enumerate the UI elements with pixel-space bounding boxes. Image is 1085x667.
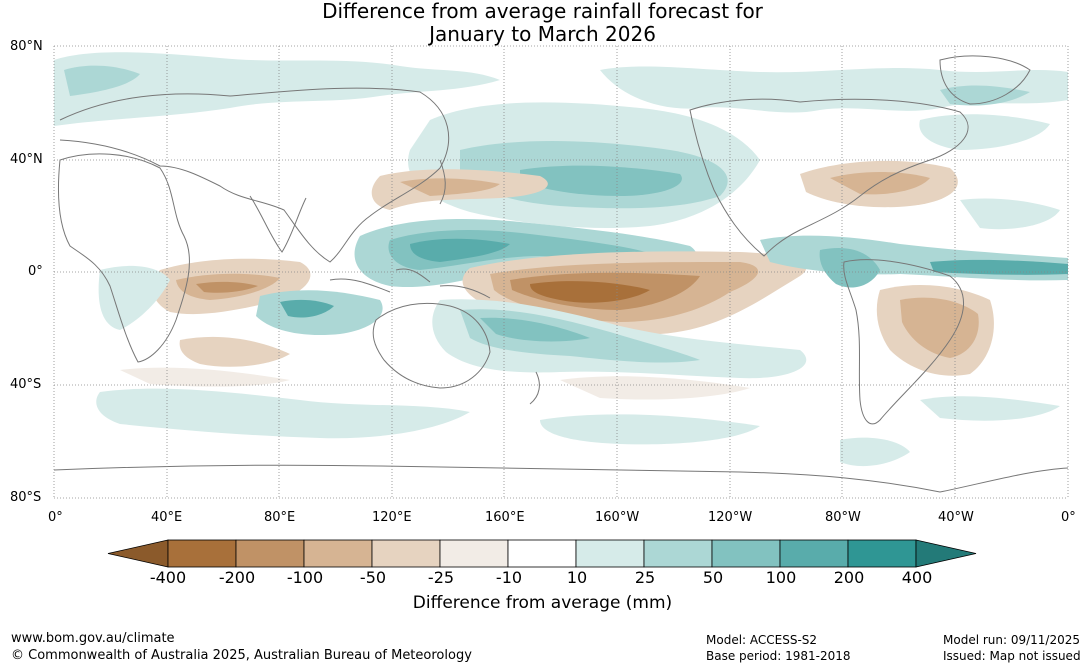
- coastline-south-america: [843, 259, 964, 425]
- anomaly-region: [560, 376, 750, 400]
- legend-swatch: [779, 539, 849, 568]
- legend-arrow-right: [915, 539, 977, 568]
- lat-label-40n: 40°N: [10, 152, 43, 167]
- coastlines: [54, 55, 1068, 493]
- footer-copyright: © Commonwealth of Australia 2025, Austra…: [11, 648, 472, 663]
- legend-swatch: [643, 539, 713, 568]
- coastline-north-america: [689, 98, 969, 257]
- legend-tick: 400: [901, 568, 933, 587]
- coastline-japan: [439, 159, 446, 205]
- map-title-line1: Difference from average rainfall forecas…: [322, 0, 763, 23]
- coastline-greenland: [939, 55, 1031, 105]
- legend-tick: 100: [765, 568, 797, 587]
- legend-swatch: [847, 539, 917, 568]
- anomaly-region: [830, 172, 930, 195]
- lon-label-160w: 160°W: [595, 510, 640, 525]
- footer-model: Model: ACCESS-S2: [706, 633, 818, 647]
- anomaly-region: [98, 265, 170, 330]
- legend-tick: -200: [218, 568, 256, 587]
- anomaly-region: [530, 281, 650, 303]
- footer-left: www.bom.gov.au/climate © Commonwealth of…: [11, 630, 472, 664]
- legend-swatch: [235, 539, 305, 568]
- anomaly-region: [920, 396, 1060, 421]
- anomaly-region: [400, 178, 500, 196]
- lon-label-120w: 120°W: [708, 510, 753, 525]
- footer-model-run: Model run: 09/11/2025: [943, 633, 1081, 647]
- legend-tick: -400: [149, 568, 187, 587]
- footer-website: www.bom.gov.au/climate: [11, 631, 175, 646]
- anomaly-region: [96, 388, 470, 439]
- legend-swatch: [303, 539, 373, 568]
- anomaly-region: [840, 437, 910, 467]
- legend-swatch: [507, 539, 577, 568]
- anomaly-region: [540, 414, 760, 445]
- lon-label-0-east: 0°: [1061, 510, 1076, 525]
- gridlines: [53, 45, 1069, 499]
- anomaly-region: [919, 114, 1050, 150]
- anomaly-region: [520, 165, 682, 196]
- legend-swatch: [167, 539, 237, 568]
- footer-run-info: Model run: 09/11/2025 Issued: Map not is…: [943, 632, 1081, 664]
- anomaly-region: [930, 259, 1068, 275]
- anomaly-region: [54, 52, 500, 126]
- legend-swatch: [575, 539, 645, 568]
- coastline-africa: [58, 153, 190, 363]
- legend-colorbar: [107, 539, 977, 568]
- legend-swatch: [371, 539, 441, 568]
- anomaly-region: [480, 317, 590, 342]
- anomaly-region: [410, 238, 510, 262]
- legend-tick: 200: [833, 568, 865, 587]
- anomaly-region: [64, 65, 140, 96]
- coastline-australia: [372, 302, 491, 389]
- legend-tick: 10: [566, 568, 588, 587]
- map-title: Difference from average rainfall forecas…: [0, 0, 1085, 46]
- lon-label-0-west: 0°: [48, 510, 63, 525]
- legend-tick: -50: [359, 568, 387, 587]
- legend-arrow-left: [107, 539, 169, 568]
- lon-label-80e: 80°E: [264, 510, 296, 525]
- legend-tick: -10: [495, 568, 523, 587]
- anomaly-region: [196, 281, 258, 293]
- map-title-line2: January to March 2026: [429, 22, 656, 46]
- legend-swatch: [439, 539, 509, 568]
- lat-label-0: 0°: [28, 264, 43, 279]
- coastline-eurasia: [59, 87, 450, 263]
- legend-title: Difference from average (mm): [412, 593, 673, 613]
- anomaly-region: [179, 336, 290, 367]
- lat-label-80s: 80°S: [10, 490, 42, 505]
- legend-tick: -100: [286, 568, 324, 587]
- anomaly-region: [120, 367, 290, 387]
- anomaly-region: [900, 297, 979, 358]
- anomaly-region: [819, 248, 880, 288]
- anomaly-region: [280, 299, 334, 318]
- lon-label-40e: 40°E: [151, 510, 183, 525]
- coastline-antarctica: [54, 464, 1068, 493]
- lat-label-40s: 40°S: [10, 377, 42, 392]
- coastline-new-zealand: [529, 371, 540, 405]
- footer-model-info: Model: ACCESS-S2 Base period: 1981-2018: [706, 632, 851, 664]
- legend-tick: 25: [634, 568, 656, 587]
- anomaly-region: [960, 198, 1060, 230]
- lon-label-160e: 160°E: [485, 510, 525, 525]
- legend-swatch: [711, 539, 781, 568]
- legend-tick: -25: [427, 568, 455, 587]
- coastline-india: [249, 195, 307, 253]
- lon-label-40w: 40°W: [938, 510, 974, 525]
- lon-label-80w: 80°W: [825, 510, 861, 525]
- coastline-indonesia: [329, 268, 491, 299]
- lat-label-80n: 80°N: [10, 39, 43, 54]
- rainfall-anomaly-fields: [54, 46, 1068, 498]
- footer-base-period: Base period: 1981-2018: [706, 649, 851, 663]
- lon-label-120e: 120°E: [372, 510, 412, 525]
- footer-issued: Issued: Map not issued: [943, 649, 1081, 663]
- legend-tick: 50: [702, 568, 724, 587]
- anomaly-region: [940, 85, 1030, 106]
